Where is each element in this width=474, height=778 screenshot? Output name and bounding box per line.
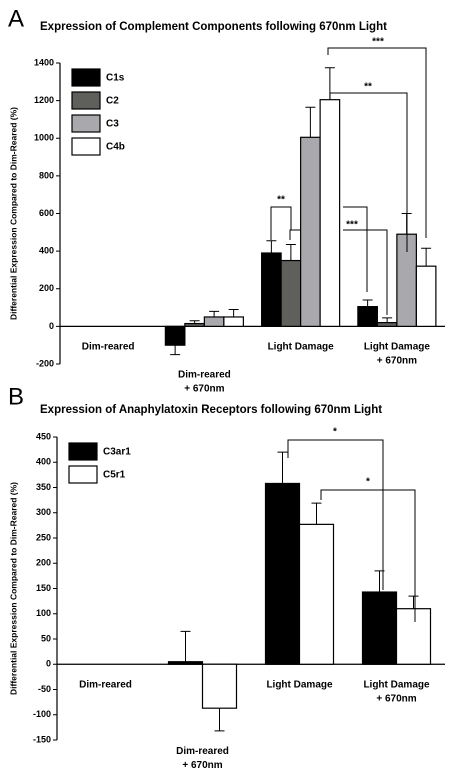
significance-bracket [287,439,384,590]
panel-label: B [8,383,24,410]
significance-bracket [343,206,368,292]
significance-label: * [366,477,370,488]
bar [395,608,432,665]
y-tick-label: 800 [39,170,54,180]
error-bar [209,310,220,317]
legend-swatch [71,114,101,133]
bar [203,316,225,327]
legend-label: C2 [106,96,119,107]
error-bar [362,299,373,307]
y-tick-label: 400 [36,457,51,467]
significance-bracket [329,92,408,252]
bar [376,322,398,327]
bar [167,661,204,665]
panel-label: A [8,5,24,32]
y-tick-label: 250 [36,532,51,542]
x-tick-label: Dim-reared + 670nm [176,746,229,771]
significance-bracket [289,229,300,240]
chart-title: Expression of Anaphylatoxin Receptors fo… [40,404,382,416]
legend-label: C1s [106,73,125,84]
y-tick-label: -150 [33,734,51,744]
x-tick-label: Light Damage [266,679,333,690]
error-bar [277,451,288,484]
bar [298,523,335,665]
y-tick-label: 600 [39,208,54,218]
bar [201,663,238,709]
bar [164,325,186,346]
y-tick-label: 1000 [34,133,54,143]
y-axis-label: Differential Expression Compared to Dim-… [8,482,18,695]
error-bar [305,106,316,138]
x-tick-label: Dim-reared [82,341,135,352]
error-bar [421,247,432,267]
significance-bracket [343,229,388,315]
error-bar [408,595,419,609]
y-tick-label: 100 [36,608,51,618]
y-tick-label: 1400 [34,57,54,67]
legend-label: C3 [106,119,119,130]
bar [280,259,302,327]
legend-swatch [71,68,101,87]
x-tick-label: Light Damage + 670nm [364,341,431,366]
significance-bracket [327,47,427,238]
y-tick-label: 450 [36,431,51,441]
y-tick-label: -100 [33,709,51,719]
legend-swatch [71,91,101,110]
y-axis-label: Differential Expression Compared to Dim-… [8,107,18,320]
x-tick-label: Dim-reared [79,679,132,690]
error-bar [382,317,393,323]
y-tick-label: 350 [36,482,51,492]
significance-bracket [320,489,416,622]
error-bar [285,244,296,261]
bar [223,316,244,327]
legend-swatch [71,137,101,156]
chart-title: Expression of Complement Components foll… [40,21,387,33]
bar [357,306,378,327]
significance-label: * [333,427,337,438]
significance-bracket [270,206,292,240]
y-tick-label: 200 [36,558,51,568]
error-bar [170,345,181,356]
y-tick-label: -50 [38,684,51,694]
y-tick-label: 150 [36,583,51,593]
bar [184,322,205,327]
bar [319,99,341,327]
legend-label: C4b [106,142,125,153]
legend-label: C5r1 [103,470,126,481]
error-bar [266,240,277,254]
legend-swatch [68,465,98,484]
x-tick-label: Light Damage [268,341,335,352]
error-bar [228,308,239,317]
y-tick-label: 400 [39,246,54,256]
error-bar [180,630,191,662]
legend-label: C3ar1 [103,447,131,458]
y-tick-label: 200 [39,283,54,293]
bar [415,265,437,327]
y-tick-label: 0 [49,321,54,331]
y-tick-label: 0 [46,659,51,669]
bar [361,591,398,665]
legend-swatch [68,442,98,461]
significance-label: *** [346,220,358,231]
y-tick-label: 1200 [34,95,54,105]
bar [300,136,321,327]
x-tick-label: Dim-reared + 670nm [178,369,231,394]
x-tick-label: Light Damage + 670nm [363,679,430,704]
bar [264,482,301,665]
significance-label: *** [372,37,384,48]
y-tick-label: 300 [36,507,51,517]
bar [261,252,282,327]
y-tick-label: -200 [36,358,54,368]
error-bar [311,502,322,525]
error-bar [189,320,200,324]
y-tick-label: 50 [41,633,51,643]
error-bar [214,708,225,732]
significance-label: ** [277,195,285,206]
significance-label: ** [364,82,372,93]
